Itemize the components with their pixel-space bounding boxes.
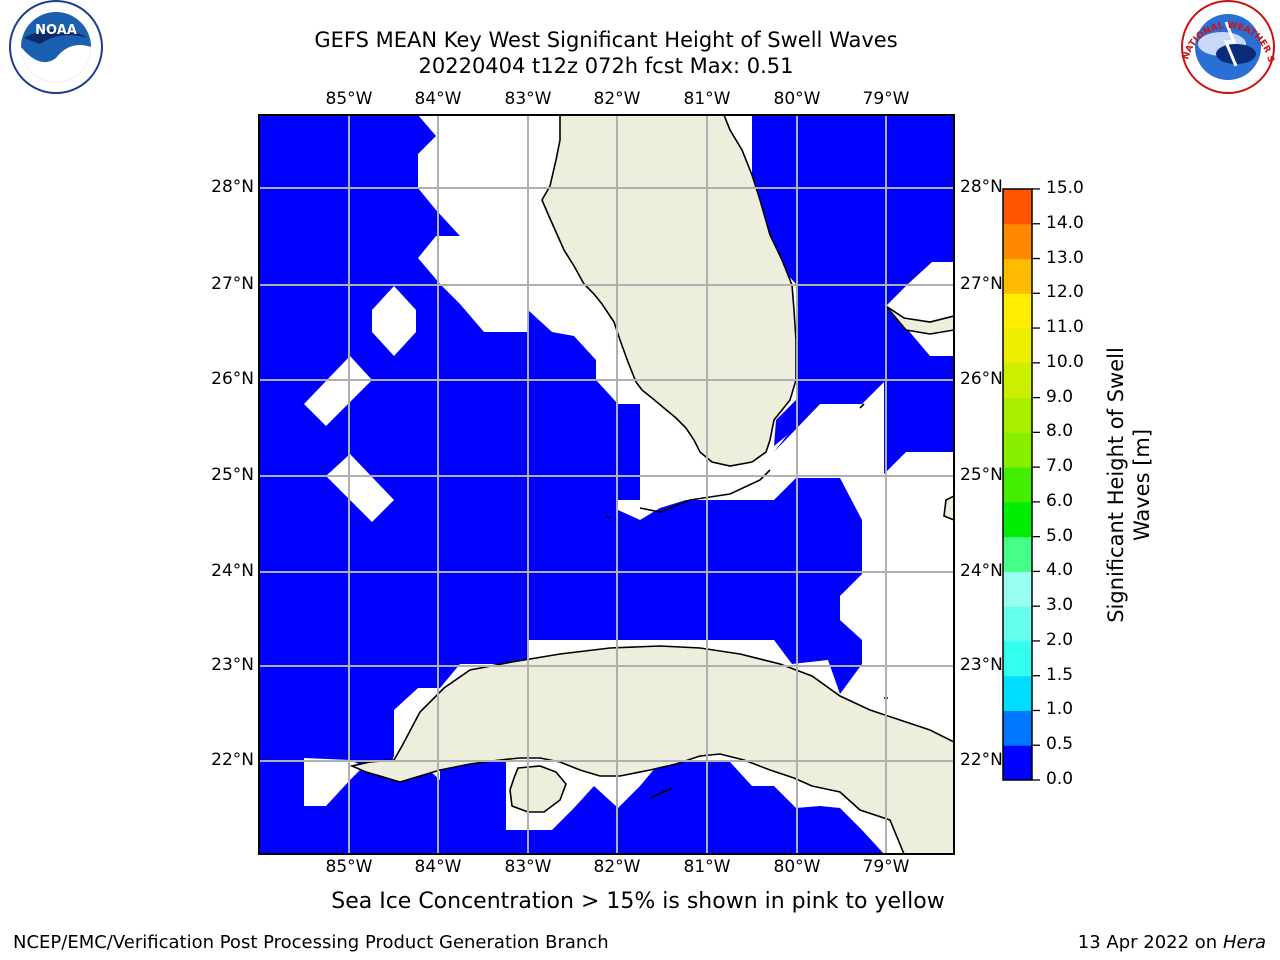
colorbar-tick-label: 1.0 xyxy=(1046,699,1074,720)
lon-label-bottom: 80°W xyxy=(773,857,821,877)
footer-date: 13 Apr 2022 on Hera xyxy=(1078,932,1266,953)
colorbar-segment xyxy=(1003,467,1032,503)
svg-text:NATIONAL WEATHER SERVICE: NATIONAL WEATHER SERVICE xyxy=(0,0,1275,63)
lat-label-right: 28°N xyxy=(960,177,1003,197)
colorbar-title-line1: Significant Height of Swell xyxy=(1104,347,1128,623)
masked-cells xyxy=(304,286,416,522)
colorbar-tick-label: 5.0 xyxy=(1046,525,1074,546)
land-isle-of-youth xyxy=(509,765,567,813)
colorbar-tick-label: 13.0 xyxy=(1046,247,1084,268)
lon-label-bottom: 81°W xyxy=(683,857,731,877)
colorbar-segment xyxy=(1003,189,1032,225)
colorbar-segment xyxy=(1003,293,1032,329)
nws-logo: NATIONAL WEATHER SERVICE xyxy=(0,0,1275,94)
colorbar-title: Significant Height of Swell Waves [m] xyxy=(1103,347,1155,623)
land-florida xyxy=(541,115,797,467)
colorbar-segment xyxy=(1003,571,1032,607)
swell-field xyxy=(259,115,954,854)
lon-label-top: 81°W xyxy=(683,89,731,109)
lat-label-left: 28°N xyxy=(211,177,254,197)
lat-label-left: 27°N xyxy=(211,274,254,294)
land-cuba xyxy=(349,645,954,854)
colorbar-tick-label: 15.0 xyxy=(1046,178,1084,198)
lat-label-right: 27°N xyxy=(960,274,1003,294)
colorbar-segment xyxy=(1003,397,1032,433)
colorbar-tick-label: 1.5 xyxy=(1046,664,1074,685)
lat-label-right: 23°N xyxy=(960,655,1003,675)
swell-region-south xyxy=(326,760,440,854)
map-area xyxy=(259,115,954,854)
lon-label-top: 83°W xyxy=(504,89,552,109)
lat-label-left: 25°N xyxy=(211,465,254,485)
lat-label-right: 25°N xyxy=(960,465,1003,485)
lat-label-left: 24°N xyxy=(211,561,254,581)
lon-label-bottom: 85°W xyxy=(325,857,373,877)
colorbar-frame xyxy=(1002,188,1033,781)
land-bahamas xyxy=(885,305,954,335)
coastlines xyxy=(349,115,954,854)
nws-logo-text: NATIONAL WEATHER SERVICE xyxy=(0,0,1275,63)
footer-branch: NCEP/EMC/Verification Post Processing Pr… xyxy=(13,932,609,953)
land-east-edge xyxy=(943,495,954,521)
colorbar-segment xyxy=(1003,328,1032,364)
lon-label-top: 80°W xyxy=(773,89,821,109)
footer-date-text: 13 Apr 2022 on xyxy=(1077,932,1223,953)
noaa-logo: NOAA xyxy=(9,0,103,94)
lon-label-top: 84°W xyxy=(414,89,462,109)
colorbar-segment xyxy=(1003,536,1032,572)
colorbar-segment xyxy=(1003,675,1032,711)
colorbar-tick-label: 6.0 xyxy=(1046,490,1074,511)
colorbar-tick-label: 10.0 xyxy=(1046,351,1084,372)
colorbar-tick-label: 12.0 xyxy=(1046,282,1084,303)
lon-label-bottom: 84°W xyxy=(414,857,462,877)
colorbar-tick-label: 8.0 xyxy=(1046,421,1074,442)
colorbar-segment xyxy=(1003,223,1032,260)
colorbar-segment xyxy=(1003,501,1032,538)
colorbar-tick-label: 9.0 xyxy=(1046,386,1074,407)
swell-region-south-central xyxy=(440,760,884,854)
swell-region-east-strip xyxy=(774,220,886,446)
colorbar xyxy=(1002,188,1040,781)
chart-title: GEFS MEAN Key West Significant Height of… xyxy=(314,28,898,52)
colorbar-segment xyxy=(1003,432,1032,468)
colorbar-tick-label: 7.0 xyxy=(1046,456,1074,477)
colorbar-tick-label: 11.0 xyxy=(1046,317,1084,338)
lon-label-bottom: 79°W xyxy=(862,857,910,877)
map-frame xyxy=(258,114,955,855)
colorbar-tick-label: 3.0 xyxy=(1046,595,1074,616)
lon-label-bottom: 82°W xyxy=(593,857,641,877)
colorbar-segment xyxy=(1003,362,1032,399)
colorbar-segment xyxy=(1003,710,1032,746)
colorbar-segment xyxy=(1003,258,1032,294)
graticule xyxy=(259,115,954,854)
lat-label-left: 23°N xyxy=(211,655,254,675)
lat-label-left: 26°N xyxy=(211,369,254,389)
colorbar-tick-label: 0.5 xyxy=(1046,734,1074,755)
lon-label-bottom: 83°W xyxy=(504,857,552,877)
colorbar-tick-label: 14.0 xyxy=(1046,212,1084,233)
colorbar-segment xyxy=(1003,640,1032,677)
noaa-logo-text: NOAA xyxy=(35,23,77,38)
lat-label-right: 24°N xyxy=(960,561,1003,581)
chart-subtitle: 20220404 t12z 072h fcst Max: 0.51 xyxy=(418,54,794,78)
lon-label-top: 85°W xyxy=(325,89,373,109)
lon-label-top: 79°W xyxy=(862,89,910,109)
footer-host: Hera xyxy=(1222,932,1266,953)
lat-label-right: 22°N xyxy=(960,750,1003,770)
colorbar-tick-label: 2.0 xyxy=(1046,629,1074,650)
lon-label-top: 82°W xyxy=(593,89,641,109)
colorbar-tick-label: 4.0 xyxy=(1046,560,1074,581)
colorbar-segment xyxy=(1003,745,1032,781)
swell-region-southwest xyxy=(259,740,376,854)
lat-label-left: 22°N xyxy=(211,750,254,770)
colorbar-title-line2: Waves [m] xyxy=(1130,428,1154,542)
colorbar-tick-label: 0.0 xyxy=(1046,769,1074,789)
lat-label-right: 26°N xyxy=(960,369,1003,389)
sea-ice-caption: Sea Ice Concentration > 15% is shown in … xyxy=(331,889,945,914)
colorbar-segment xyxy=(1003,606,1032,642)
swell-region-west xyxy=(259,115,862,854)
